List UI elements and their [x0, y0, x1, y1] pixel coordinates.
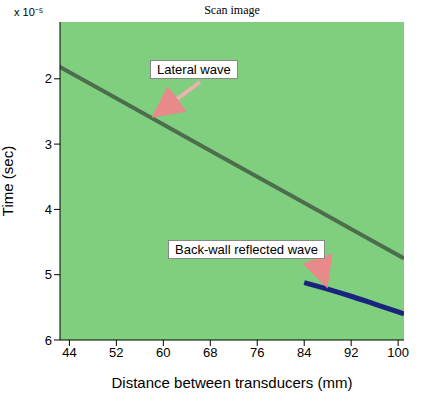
svg-text:52: 52: [109, 345, 123, 360]
svg-text:Distance between transducers (: Distance between transducers (mm): [112, 374, 353, 391]
html-text:Back-wall reflected wave: Back-wall reflected wave: [175, 242, 319, 257]
svg-text:4: 4: [45, 202, 52, 217]
html-text:x 10⁻⁵: x 10⁻⁵: [14, 6, 44, 18]
svg-text:84: 84: [297, 345, 311, 360]
html-text:Lateral wave: Lateral wave: [157, 62, 231, 77]
svg-text:92: 92: [344, 345, 358, 360]
svg-text:2: 2: [45, 71, 52, 86]
svg-text:Time (sec): Time (sec): [0, 146, 16, 216]
svg-text:76: 76: [250, 345, 264, 360]
svg-text:100: 100: [387, 345, 409, 360]
svg-text:68: 68: [203, 345, 217, 360]
svg-text:5: 5: [45, 267, 52, 282]
svg-text:3: 3: [45, 137, 52, 152]
svg-text:44: 44: [62, 345, 76, 360]
html-text:Scan image: Scan image: [204, 3, 260, 17]
svg-text:6: 6: [45, 333, 52, 348]
svg-text:60: 60: [156, 345, 170, 360]
